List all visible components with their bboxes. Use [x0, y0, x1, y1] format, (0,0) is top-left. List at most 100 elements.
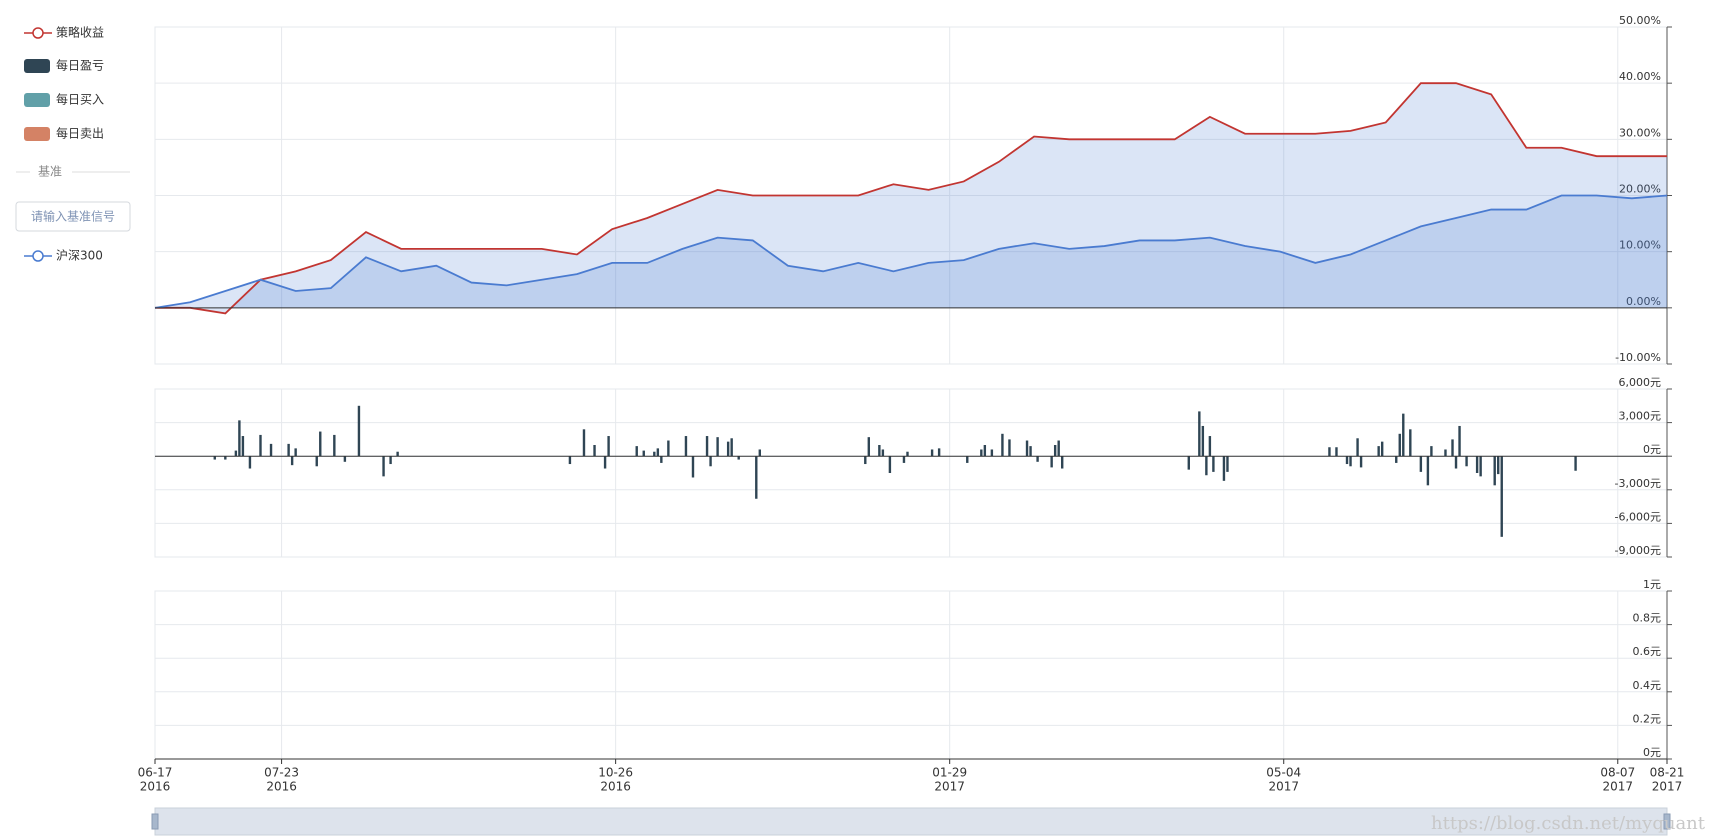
bar — [660, 456, 663, 463]
legend-item[interactable]: 每日卖出 — [24, 126, 104, 142]
y-tick-label: 0.6元 — [1633, 645, 1662, 658]
bar — [259, 434, 262, 457]
bar — [737, 456, 740, 460]
bar — [864, 456, 867, 465]
bar — [607, 436, 610, 457]
bar — [1475, 456, 1479, 473]
x-tick-label: 05-04 — [1266, 766, 1301, 780]
y-tick-label: 40.00% — [1619, 70, 1661, 83]
bar — [1212, 456, 1215, 472]
bar — [396, 451, 399, 457]
bar — [241, 436, 245, 457]
legend-item[interactable]: 每日买入 — [24, 92, 104, 108]
panel-frame — [154, 388, 1668, 558]
y-tick-label: -6,000元 — [1615, 510, 1661, 523]
benchmark-input[interactable]: 请输入基准信号 — [15, 201, 131, 232]
bar — [1226, 456, 1229, 472]
bar — [1025, 440, 1029, 457]
series-line — [155, 82, 1667, 315]
legend-label: 策略收益 — [56, 25, 104, 40]
input-placeholder: 请输入基准信号 — [31, 209, 115, 224]
zoom-handle[interactable] — [1663, 813, 1671, 830]
legend-item[interactable]: 策略收益 — [24, 25, 104, 40]
x-tick-label: 2017 — [1652, 780, 1683, 794]
legend-label: 每日买入 — [56, 92, 104, 107]
bar — [930, 449, 934, 457]
bar — [983, 445, 987, 457]
x-tick-label: 01-29 — [932, 766, 967, 780]
y-tick-label: 3,000元 — [1619, 410, 1662, 423]
bar — [1380, 441, 1384, 457]
y-tick-label: -9,000元 — [1615, 544, 1661, 557]
y-tick-label: 50.00% — [1619, 14, 1661, 27]
bar — [755, 456, 758, 499]
section-title: 基准 — [38, 165, 62, 179]
bar — [635, 446, 638, 457]
bar — [642, 450, 645, 457]
y-tick-label: 0.00% — [1626, 295, 1661, 308]
bar — [1444, 449, 1447, 457]
y-tick-label: 0元 — [1643, 443, 1661, 456]
bar — [1008, 439, 1011, 457]
legend-label: 每日盈亏 — [56, 58, 104, 73]
bar — [881, 449, 885, 457]
legend-item[interactable]: 每日盈亏 — [24, 58, 104, 74]
bar — [1222, 456, 1226, 481]
bar — [1187, 456, 1190, 470]
bar — [906, 451, 909, 457]
bar — [1356, 438, 1359, 457]
y-tick-label: -3,000元 — [1615, 477, 1661, 490]
bar — [1426, 456, 1430, 486]
legend-label: 每日卖出 — [56, 126, 104, 141]
bar — [980, 449, 983, 457]
bar — [343, 456, 347, 462]
bar — [1328, 447, 1331, 457]
input-box — [15, 201, 131, 232]
x-tick-label: 2017 — [1602, 780, 1633, 794]
bar — [213, 456, 216, 460]
bar — [294, 448, 297, 457]
x-tick-label: 2016 — [140, 780, 171, 794]
legend-swatch — [24, 59, 50, 73]
legend-item[interactable]: 沪深300 — [24, 249, 103, 263]
bar — [878, 445, 881, 457]
zoom-handle[interactable] — [151, 813, 159, 830]
bar — [1377, 446, 1380, 457]
bar — [1053, 445, 1057, 457]
y-tick-label: 0元 — [1643, 746, 1661, 759]
bar — [966, 456, 969, 463]
bar — [315, 456, 318, 467]
bar — [389, 456, 392, 465]
y-tick-label: 6,000元 — [1619, 376, 1662, 389]
bar — [888, 456, 892, 473]
bar — [1479, 456, 1482, 477]
y-tick-label: 30.00% — [1619, 126, 1661, 139]
bar — [568, 456, 572, 465]
bar — [593, 445, 596, 457]
bar — [1198, 411, 1201, 457]
bar — [1451, 439, 1454, 457]
y-tick-label: 1元 — [1643, 578, 1661, 591]
bar — [730, 438, 733, 457]
y-tick-label: 0.8元 — [1633, 612, 1662, 625]
legend-marker — [32, 27, 44, 39]
x-tick-label: 2017 — [1268, 780, 1299, 794]
bar — [1359, 456, 1363, 468]
bar — [290, 456, 294, 466]
bar — [1409, 429, 1412, 457]
legend-swatch — [24, 93, 50, 107]
bar — [1497, 456, 1500, 475]
bar — [238, 420, 241, 457]
bar — [758, 449, 761, 457]
bar — [1205, 456, 1208, 476]
x-tick-label: 2016 — [266, 780, 297, 794]
x-tick-label: 06-17 — [138, 766, 173, 780]
bar — [234, 450, 238, 457]
x-tick-label: 08-07 — [1600, 766, 1635, 780]
bar — [1430, 446, 1433, 457]
bar — [1345, 456, 1349, 465]
zoom-slider — [154, 807, 1668, 836]
bar — [1201, 425, 1205, 457]
series-area — [155, 195, 1667, 308]
bar — [1208, 436, 1212, 457]
